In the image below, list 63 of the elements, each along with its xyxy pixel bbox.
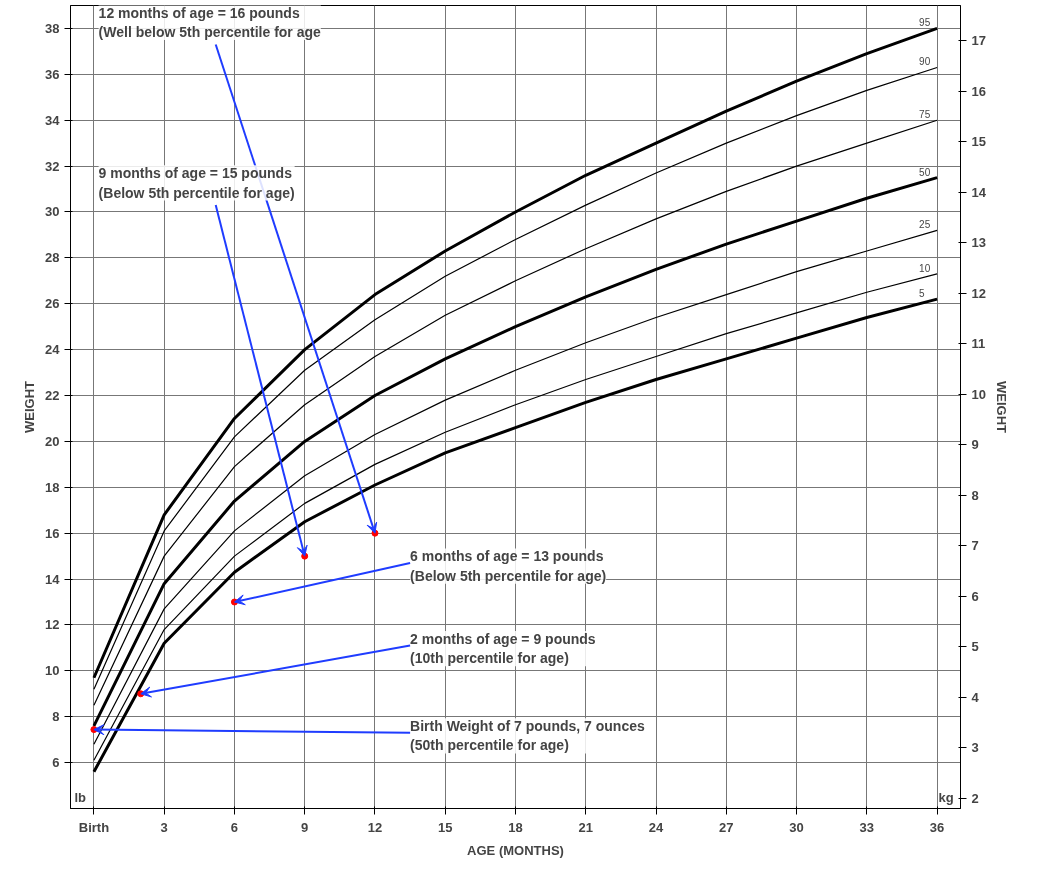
y2-axis-title: WEIGHT (993, 381, 1009, 434)
annotation: 2 months of age = 9 pounds (10th percentile for age) (410, 631, 596, 667)
y-tick-label: 18 (45, 479, 60, 495)
y2-tick-label: 12 (971, 285, 986, 301)
y-tick-label: 28 (45, 250, 60, 266)
y2-tick-label: 7 (971, 538, 979, 554)
y2-tick-label: 9 (971, 437, 979, 453)
y-tick-label: 20 (45, 433, 60, 449)
x-axis-title: AGE (MONTHS) (467, 842, 564, 858)
annotation: 9 months of age = 15 pounds (Below 5th percentile for age) (98, 165, 295, 201)
y-tick-label: 24 (45, 342, 61, 358)
x-tick-label: 27 (719, 819, 734, 835)
y2-tick-label: 10 (971, 386, 986, 402)
x-tick-label: 15 (438, 819, 453, 835)
y-tick-label: 26 (45, 296, 60, 312)
annotation: kg (938, 789, 954, 805)
annotation: lb (74, 789, 87, 805)
y2-tick-label: 17 (971, 33, 986, 49)
y-tick-label: 8 (52, 709, 60, 725)
y-tick-label: 32 (45, 158, 60, 174)
y2-tick-label: 3 (971, 740, 979, 756)
series-label: 10 (919, 262, 931, 274)
series-label: 75 (919, 109, 931, 121)
y2-tick-label: 5 (971, 639, 979, 655)
y2-tick-label: 8 (971, 487, 979, 503)
series-label: 90 (919, 56, 931, 68)
x-tick-label: 12 (367, 819, 383, 835)
x-tick-label: 3 (160, 819, 168, 835)
y2-tick-label: 15 (971, 134, 986, 150)
series-label: 95 (919, 17, 931, 29)
y2-tick-label: 2 (971, 790, 979, 806)
x-tick-label: 6 (230, 819, 239, 835)
x-tick-label: 33 (859, 819, 875, 835)
y-tick-label: 14 (45, 571, 61, 587)
y-tick-label: 10 (45, 663, 60, 679)
x-tick-label: 36 (929, 819, 945, 835)
y-tick-label: 16 (45, 525, 60, 541)
annotation: 12 months of age = 16 pounds (Well below 5th percentile for age (98, 4, 322, 40)
y2-tick-label: 13 (971, 235, 986, 251)
x-tick-label: 30 (789, 819, 804, 835)
x-tick-label: Birth (78, 819, 110, 835)
y2-tick-label: 16 (971, 83, 986, 99)
x-tick-label: 18 (508, 819, 523, 835)
y-tick-label: 22 (45, 388, 60, 404)
series-label: 5 (919, 288, 926, 300)
y2-tick-label: 6 (971, 588, 979, 604)
y-tick-label: 30 (45, 204, 60, 220)
y-axis-title: WEIGHT (22, 380, 38, 433)
x-tick-label: 9 (301, 819, 309, 835)
y2-tick-label: 11 (971, 336, 986, 352)
x-tick-label: 24 (648, 819, 665, 835)
annotation: 6 months of age = 13 pounds (Below 5th percentile for age) (410, 548, 607, 584)
series-label: 50 (919, 166, 931, 178)
y-tick-label: 6 (52, 755, 60, 771)
y-tick-label: 38 (45, 20, 60, 36)
series-label: 25 (919, 219, 931, 231)
y-tick-label: 12 (45, 617, 60, 633)
annotation: Birth Weight of 7 pounds, 7 ounces (50th percentile for age) (410, 718, 645, 754)
y2-tick-label: 4 (971, 689, 980, 705)
y2-tick-label: 14 (971, 184, 987, 200)
x-tick-label: 21 (578, 819, 593, 835)
y-tick-label: 36 (45, 66, 60, 82)
y-tick-label: 34 (45, 112, 61, 128)
